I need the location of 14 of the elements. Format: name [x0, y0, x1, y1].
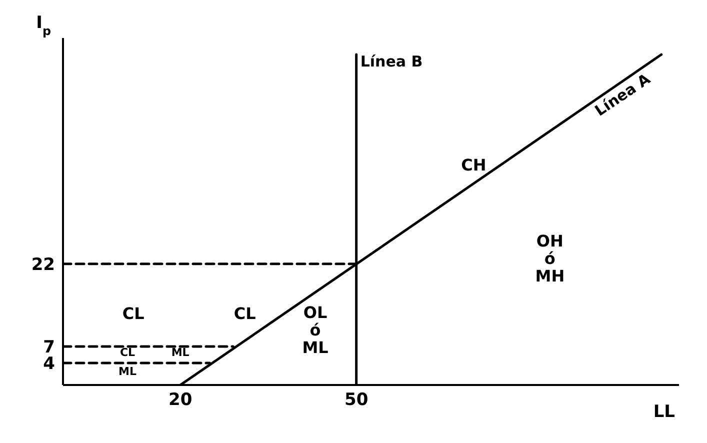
x-tick-label: 50	[344, 390, 368, 410]
x-tick-label: 20	[168, 390, 192, 410]
series-label: Línea B	[360, 52, 423, 71]
annotation: OH ó MH	[535, 231, 565, 286]
annotation: ML	[118, 365, 137, 378]
annotation: CL	[122, 304, 144, 323]
annotation: OL ó ML	[302, 302, 328, 358]
annotation: ML	[171, 346, 190, 359]
y-axis-title: I$_{p}$	[36, 13, 51, 38]
x-axis-title: LL	[653, 402, 676, 422]
annotation: CL	[234, 304, 256, 323]
annotation: CL	[120, 346, 136, 359]
y-tick-label: 22	[31, 254, 55, 275]
annotation: CH	[461, 155, 486, 174]
